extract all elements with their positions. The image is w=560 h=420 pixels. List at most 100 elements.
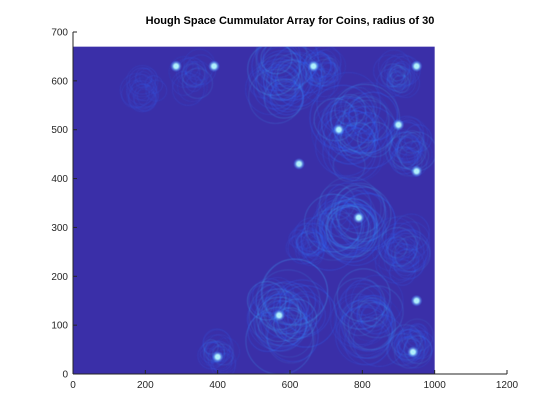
- hough-ring: [393, 221, 430, 259]
- y-tick-label: 500: [51, 125, 68, 136]
- hough-ring: [394, 236, 431, 273]
- hough-ring: [177, 71, 208, 102]
- hough-ring: [247, 288, 310, 351]
- y-tick-label: 400: [51, 174, 68, 185]
- hough-ring: [383, 238, 426, 281]
- hough-ring: [255, 46, 302, 85]
- hough-ring: [265, 296, 301, 332]
- chart-title: Hough Space Cummulator Array for Coins, …: [146, 15, 435, 27]
- y-tick-label: 600: [51, 76, 68, 87]
- hough-ring: [381, 222, 419, 260]
- hough-ring: [392, 213, 430, 251]
- ring-cluster: [285, 217, 332, 267]
- hough-ring: [271, 67, 300, 96]
- hough-ring: [201, 334, 231, 363]
- hough-ring: [306, 241, 325, 260]
- hough-ring: [248, 69, 303, 124]
- hough-ring: [309, 68, 339, 97]
- hough-ring: [266, 61, 297, 92]
- ring-cluster: [245, 46, 324, 124]
- hough-ring: [288, 229, 307, 248]
- hough-ring: [291, 222, 327, 258]
- hough-ring: [309, 85, 376, 151]
- y-tick-label: 200: [51, 272, 68, 283]
- ring-cluster: [373, 49, 421, 98]
- x-ticks: 0 200 400 600 800 1000 1200: [70, 370, 519, 391]
- hough-ring: [126, 78, 159, 111]
- hough-ring: [172, 73, 205, 106]
- hough-ring: [328, 122, 362, 156]
- hough-ring: [336, 299, 393, 356]
- hough-ring: [331, 127, 385, 182]
- hough-ring: [300, 223, 332, 254]
- hough-ring: [392, 74, 410, 93]
- hough-ring: [261, 292, 308, 339]
- peak-dot: [277, 314, 281, 317]
- hough-ring: [389, 65, 406, 82]
- hough-ring: [292, 223, 319, 249]
- hough-ring: [135, 83, 153, 101]
- hough-ring: [394, 338, 425, 369]
- ring-cluster: [309, 72, 401, 182]
- x-tick-label: 1200: [496, 380, 519, 391]
- hough-ring: [390, 122, 424, 156]
- hough-ring: [247, 312, 287, 352]
- peak-dot: [411, 350, 415, 354]
- hough-ring: [337, 106, 401, 169]
- hough-ring: [310, 59, 338, 86]
- hough-ring: [342, 96, 390, 144]
- peak-point: [410, 60, 423, 73]
- ring-layer: [120, 46, 435, 375]
- y-tick-label: 700: [51, 28, 68, 39]
- hough-ring: [324, 182, 372, 230]
- y-ticks: 0 100 200 300 400 500 600 700: [51, 28, 77, 381]
- hough-ring: [302, 54, 336, 88]
- hough-ring: [396, 336, 418, 358]
- plot-area: [73, 46, 435, 375]
- hough-ring: [386, 121, 425, 160]
- hough-ring: [320, 62, 341, 83]
- hough-ring: [398, 334, 433, 369]
- hough-ring: [395, 135, 423, 164]
- peak-dot: [415, 299, 418, 303]
- hough-ring: [372, 233, 410, 272]
- x-tick-label: 200: [137, 380, 154, 391]
- hough-ring: [309, 46, 342, 78]
- hough-ring: [172, 71, 197, 96]
- hough-ring: [341, 297, 395, 352]
- ring-cluster: [245, 258, 337, 375]
- hough-ring: [395, 244, 420, 269]
- hough-ring: [131, 76, 157, 102]
- hough-ring: [332, 190, 387, 245]
- x-tick-label: 400: [209, 380, 226, 391]
- hough-ring: [301, 232, 326, 257]
- hough-ring: [210, 352, 236, 375]
- hough-ring: [317, 110, 357, 149]
- hough-ring: [339, 305, 393, 359]
- hough-ring: [266, 310, 319, 362]
- hough-ring: [384, 230, 428, 274]
- hough-ring: [318, 199, 377, 258]
- hough-ring: [305, 56, 337, 87]
- peak-point: [392, 118, 405, 131]
- peak-point: [211, 350, 224, 363]
- hough-ring: [265, 309, 314, 358]
- ring-cluster: [120, 65, 168, 113]
- hough-ring: [333, 277, 386, 330]
- x-tick-label: 0: [70, 380, 76, 391]
- hough-ring: [387, 62, 414, 89]
- ring-cluster: [372, 213, 431, 286]
- hough-ring: [186, 76, 202, 92]
- peak-dot: [415, 169, 418, 173]
- hough-ring: [334, 295, 384, 345]
- hough-ring: [197, 342, 225, 370]
- hough-ring: [304, 193, 363, 253]
- peak-dot: [312, 64, 315, 68]
- hough-ring: [247, 46, 300, 96]
- hough-ring: [206, 341, 230, 365]
- hough-ring: [254, 300, 306, 352]
- hough-ring: [255, 46, 308, 82]
- hough-ring: [262, 290, 302, 330]
